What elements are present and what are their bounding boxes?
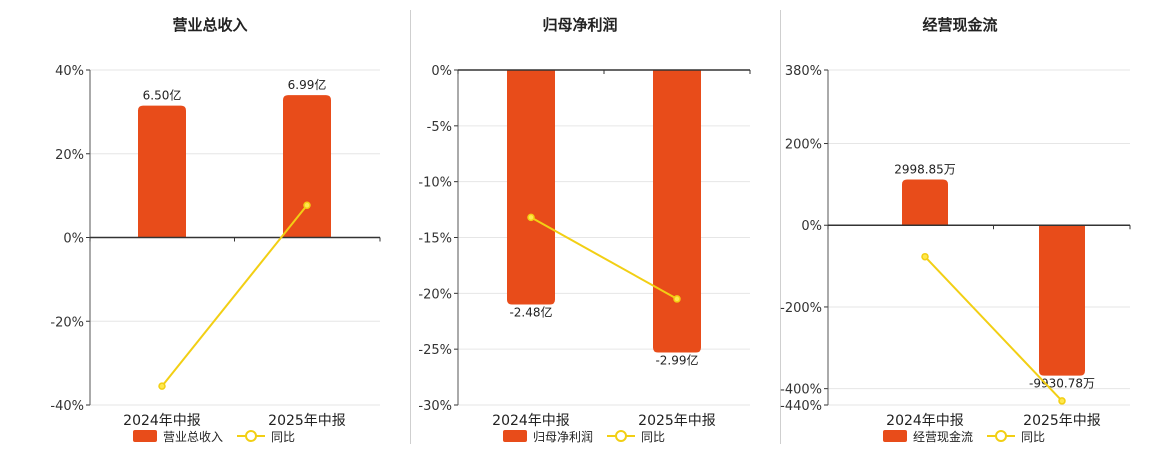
legend-bar-swatch — [503, 430, 527, 442]
legend-bar-label: 营业总收入 — [163, 430, 223, 444]
bar — [283, 95, 331, 237]
legend-line-label: 同比 — [1021, 430, 1045, 444]
bar — [653, 70, 701, 353]
bar-value-label: -2.48亿 — [509, 305, 552, 320]
y-tick-label: 0% — [431, 64, 452, 79]
x-category-label: 2025年中报 — [268, 413, 346, 429]
x-category-label: 2024年中报 — [123, 413, 201, 429]
yoy-point — [922, 254, 928, 260]
bar — [902, 179, 948, 225]
legend-line-marker — [996, 431, 1006, 441]
bar-value-label: 6.50亿 — [143, 88, 182, 103]
yoy-point — [1059, 398, 1065, 404]
x-category-label: 2024年中报 — [492, 413, 570, 429]
y-tick-label: 0% — [801, 219, 822, 234]
legend-line-label: 同比 — [271, 430, 295, 444]
y-tick-label: -440% — [780, 399, 822, 414]
y-tick-label: 20% — [55, 148, 84, 163]
bar — [138, 106, 186, 238]
bar-value-label: -9930.78万 — [1029, 377, 1095, 391]
legend-line-label: 同比 — [641, 430, 665, 444]
y-tick-label: 40% — [55, 64, 84, 79]
x-category-label: 2024年中报 — [886, 413, 964, 429]
yoy-point — [304, 202, 310, 208]
yoy-point — [528, 214, 534, 220]
legend-bar-swatch — [883, 430, 907, 442]
y-tick-label: -20% — [418, 287, 452, 302]
chart-revenue: 40% 20% 0% -20% -40% 6.50亿 6.99亿 2024年中报 2025年中报… — [0, 0, 410, 450]
y-tick-label: -400% — [780, 383, 822, 398]
y-tick-label: -10% — [418, 176, 452, 191]
bar-value-label: 6.99亿 — [288, 77, 327, 92]
chart-net-profit: 0% -5% -10% -15% -20% -25% -30% -2.48亿 -2.99亿 202… — [410, 0, 780, 450]
bar — [507, 70, 555, 305]
legend-bar-label: 归母净利润 — [533, 430, 593, 444]
legend-line-marker — [246, 431, 256, 441]
y-tick-label: -20% — [50, 315, 84, 330]
legend-bar-label: 经营现金流 — [913, 429, 973, 444]
yoy-point — [159, 383, 165, 389]
legend-line-marker — [616, 431, 626, 441]
y-tick-label: -5% — [427, 120, 452, 135]
y-tick-label: 380% — [785, 64, 822, 79]
legend-bar-swatch — [133, 430, 157, 442]
bar-value-label: -2.99亿 — [655, 353, 698, 368]
chart-cash-flow: 380% 200% 0% -200% -400%-440% 2998.85万 -9930.7… — [780, 0, 1160, 450]
y-tick-label: -30% — [418, 399, 452, 414]
bar-value-label: 2998.85万 — [894, 162, 956, 176]
x-category-label: 2025年中报 — [638, 413, 716, 429]
y-tick-label: -200% — [780, 301, 822, 316]
y-tick-label: -15% — [418, 232, 452, 247]
y-tick-label: 200% — [785, 138, 822, 153]
yoy-point — [674, 296, 680, 302]
y-tick-label: -40% — [50, 399, 84, 414]
bar — [1039, 225, 1085, 375]
y-tick-label: 0% — [63, 232, 84, 247]
x-category-label: 2025年中报 — [1023, 413, 1101, 429]
y-tick-label: -25% — [418, 343, 452, 358]
